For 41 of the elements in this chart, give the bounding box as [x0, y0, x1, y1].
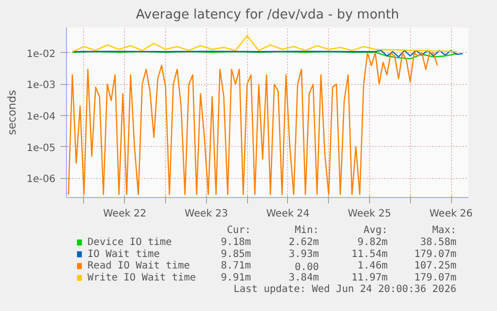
x-tick-label: Week 26	[429, 208, 473, 220]
text: 3.93m	[288, 248, 319, 260]
text: 2.62m	[288, 237, 319, 248]
text: 179.07m	[414, 248, 456, 260]
text: 38.58m	[420, 237, 456, 248]
legend-label: Read IO Wait time	[88, 260, 190, 272]
text: 107.25m	[414, 260, 456, 272]
text: 11.54m	[351, 248, 388, 260]
text: Avg:	[364, 225, 388, 236]
x-tick-label: Week 22	[103, 208, 146, 220]
legend-label: Device IO time	[88, 237, 172, 248]
text: 9.18m	[220, 237, 251, 248]
line-series	[72, 51, 458, 60]
text: 9.91m	[220, 272, 251, 284]
text: 179.07m	[414, 272, 456, 284]
text: Cur:	[226, 225, 251, 236]
y-tick-label: 1e-02	[26, 48, 56, 60]
text: Max:	[432, 225, 456, 236]
legend-label: IO Wait time	[88, 248, 160, 260]
text: 9.85m	[220, 248, 251, 260]
text: 11.97m	[351, 272, 388, 284]
x-tick-label: Week 23	[184, 208, 228, 220]
text: 1.46m	[358, 260, 388, 272]
line-series	[68, 52, 438, 196]
x-tick-label: Week 25	[348, 208, 392, 220]
chart-title: Average latency for /dev/vda - by month	[136, 8, 400, 22]
y-tick-label: 1e-06	[26, 174, 56, 186]
y-tick-label: 1e-05	[26, 142, 56, 154]
text: Last update: Wed Jun 24 20:00:36 2026	[234, 284, 456, 295]
legend-label: Write IO Wait time	[88, 272, 196, 284]
x-tick-label: Week 24	[266, 208, 310, 220]
y-tick-label: 1e-04	[26, 112, 56, 123]
text: 0.00	[294, 262, 319, 274]
text: 3.84m	[288, 272, 319, 284]
line-series	[72, 50, 464, 58]
y-axis-title: seconds	[6, 90, 19, 135]
y-tick-label: 1e-03	[26, 80, 56, 92]
text: Min:	[294, 225, 319, 236]
text: 9.82m	[358, 237, 388, 248]
line-series	[72, 35, 458, 52]
text: 8.71m	[220, 260, 251, 272]
